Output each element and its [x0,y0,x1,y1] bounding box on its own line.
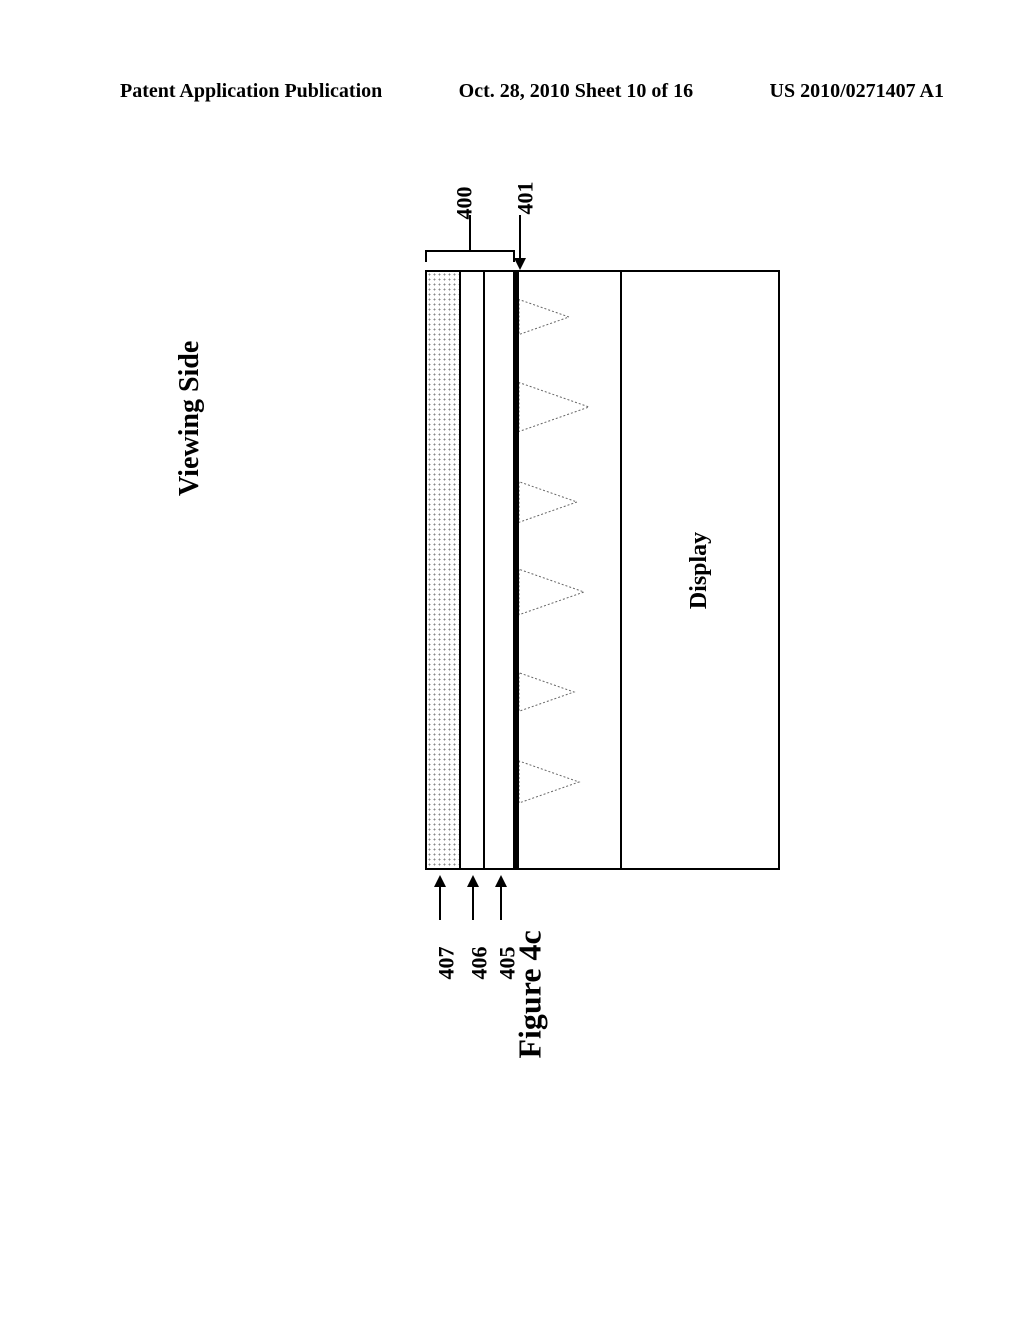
display-layer: Display [620,270,780,870]
arrow-407 [432,875,448,920]
bracket-400 [425,250,515,270]
figure-container: Viewing Side Display 400 401 [150,200,870,1100]
layer-407 [425,270,461,870]
header-left: Patent Application Publication [120,80,382,103]
ref-401-label: 401 [513,182,539,215]
header-right: US 2010/0271407 A1 [770,80,944,103]
ref-407-label: 407 [434,947,460,980]
figure-caption: Figure 4c [512,930,549,1058]
diagram: Display 400 401 407 406 405 [320,270,830,950]
layer-405 [485,270,515,870]
header-center: Oct. 28, 2010 Sheet 10 of 16 [459,80,693,103]
ref-400-label: 400 [452,187,478,220]
ref-406-label: 406 [467,947,493,980]
triangle-layer [515,270,620,870]
layer-406 [461,270,485,870]
arrow-401 [510,215,530,273]
arrow-405 [493,875,509,920]
viewing-side-label: Viewing Side [174,341,206,496]
display-label: Display [686,531,713,608]
arrow-406 [465,875,481,920]
